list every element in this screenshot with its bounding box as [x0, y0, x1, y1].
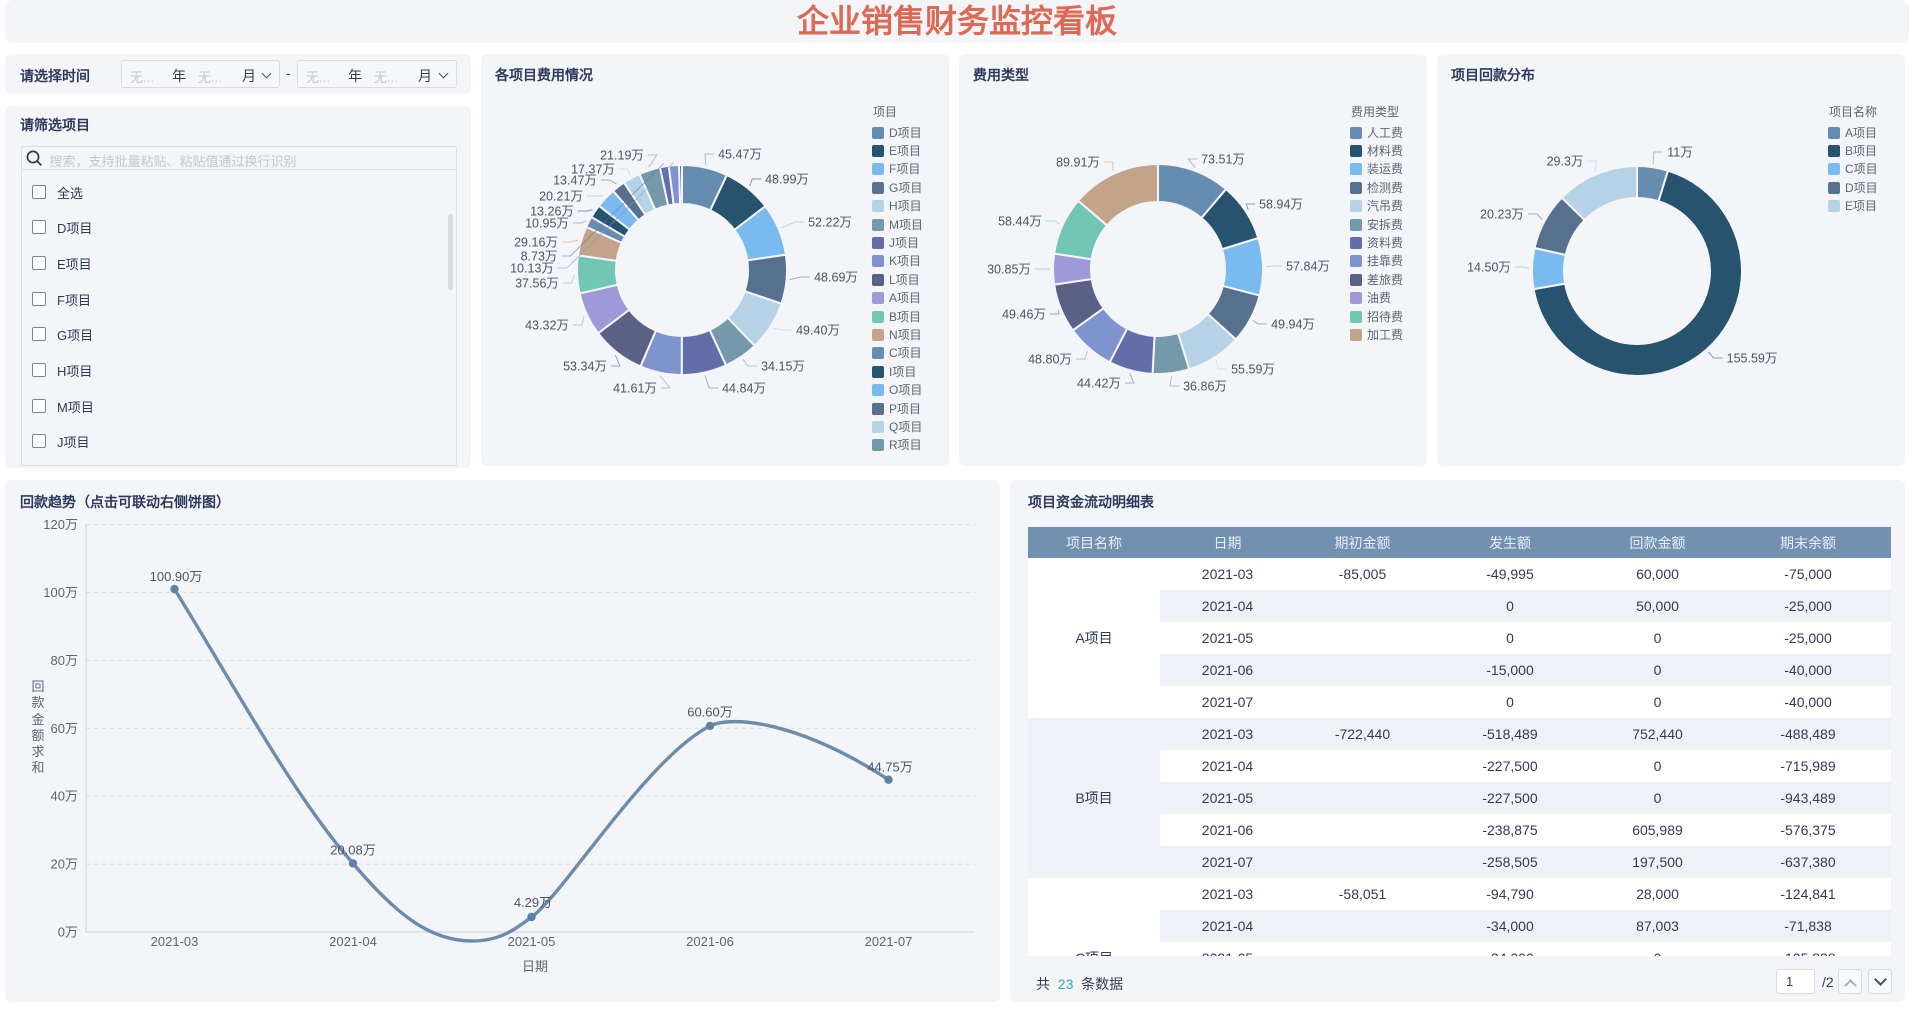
svg-text:17.37万: 17.37万 — [571, 163, 615, 177]
svg-text:29.3万: 29.3万 — [1547, 155, 1584, 169]
svg-text:0万: 0万 — [58, 925, 78, 940]
svg-text:73.51万: 73.51万 — [1201, 153, 1245, 167]
svg-text:30.85万: 30.85万 — [987, 263, 1031, 277]
svg-text:21.19万: 21.19万 — [600, 149, 644, 163]
svg-text:14.50万: 14.50万 — [1467, 261, 1511, 275]
svg-text:100.90万: 100.90万 — [150, 569, 203, 584]
svg-text:11万: 11万 — [1667, 146, 1692, 160]
svg-text:60.60万: 60.60万 — [687, 705, 733, 720]
svg-text:49.94万: 49.94万 — [1271, 318, 1315, 332]
svg-text:10.13万: 10.13万 — [510, 262, 554, 276]
svg-text:60万: 60万 — [51, 721, 78, 736]
svg-text:29.16万: 29.16万 — [514, 236, 558, 250]
svg-text:44.75万: 44.75万 — [867, 760, 913, 775]
svg-text:20.21万: 20.21万 — [539, 190, 583, 204]
svg-text:155.59万: 155.59万 — [1727, 352, 1778, 366]
svg-text:34.15万: 34.15万 — [761, 360, 805, 374]
svg-text:2021-05: 2021-05 — [508, 934, 556, 949]
svg-text:40万: 40万 — [51, 789, 78, 804]
svg-text:48.80万: 48.80万 — [1028, 353, 1072, 367]
svg-text:2021-04: 2021-04 — [329, 934, 377, 949]
svg-text:13.26万: 13.26万 — [530, 205, 574, 219]
svg-text:10.95万: 10.95万 — [525, 217, 569, 231]
svg-text:89.91万: 89.91万 — [1056, 156, 1100, 170]
svg-text:48.99万: 48.99万 — [765, 173, 809, 187]
svg-text:2021-06: 2021-06 — [686, 934, 734, 949]
svg-text:4.29万: 4.29万 — [514, 895, 552, 910]
svg-text:58.94万: 58.94万 — [1259, 198, 1303, 212]
svg-text:36.86万: 36.86万 — [1183, 380, 1227, 394]
svg-text:52.22万: 52.22万 — [808, 216, 852, 230]
svg-text:41.61万: 41.61万 — [613, 382, 657, 396]
svg-text:2021-03: 2021-03 — [151, 934, 199, 949]
svg-text:58.44万: 58.44万 — [998, 215, 1042, 229]
svg-text:44.42万: 44.42万 — [1077, 377, 1121, 391]
svg-text:44.84万: 44.84万 — [722, 382, 766, 396]
svg-text:20万: 20万 — [51, 857, 78, 872]
svg-text:43.32万: 43.32万 — [525, 319, 569, 333]
svg-text:8.73万: 8.73万 — [521, 250, 558, 264]
svg-text:20.23万: 20.23万 — [1480, 208, 1524, 222]
svg-text:20.08万: 20.08万 — [330, 843, 376, 858]
svg-text:13.47万: 13.47万 — [553, 174, 597, 188]
svg-text:49.46万: 49.46万 — [1002, 308, 1046, 322]
svg-text:49.40万: 49.40万 — [796, 324, 840, 338]
svg-text:37.56万: 37.56万 — [515, 277, 559, 291]
svg-text:80万: 80万 — [51, 653, 78, 668]
svg-text:120万: 120万 — [43, 517, 78, 532]
svg-text:45.47万: 45.47万 — [718, 148, 762, 162]
svg-text:100万: 100万 — [43, 585, 78, 600]
svg-text:日期: 日期 — [522, 959, 548, 974]
svg-text:48.69万: 48.69万 — [814, 271, 858, 285]
svg-text:53.34万: 53.34万 — [563, 360, 607, 374]
svg-text:57.84万: 57.84万 — [1286, 260, 1330, 274]
svg-text:55.59万: 55.59万 — [1231, 363, 1275, 377]
svg-text:2021-07: 2021-07 — [865, 934, 913, 949]
